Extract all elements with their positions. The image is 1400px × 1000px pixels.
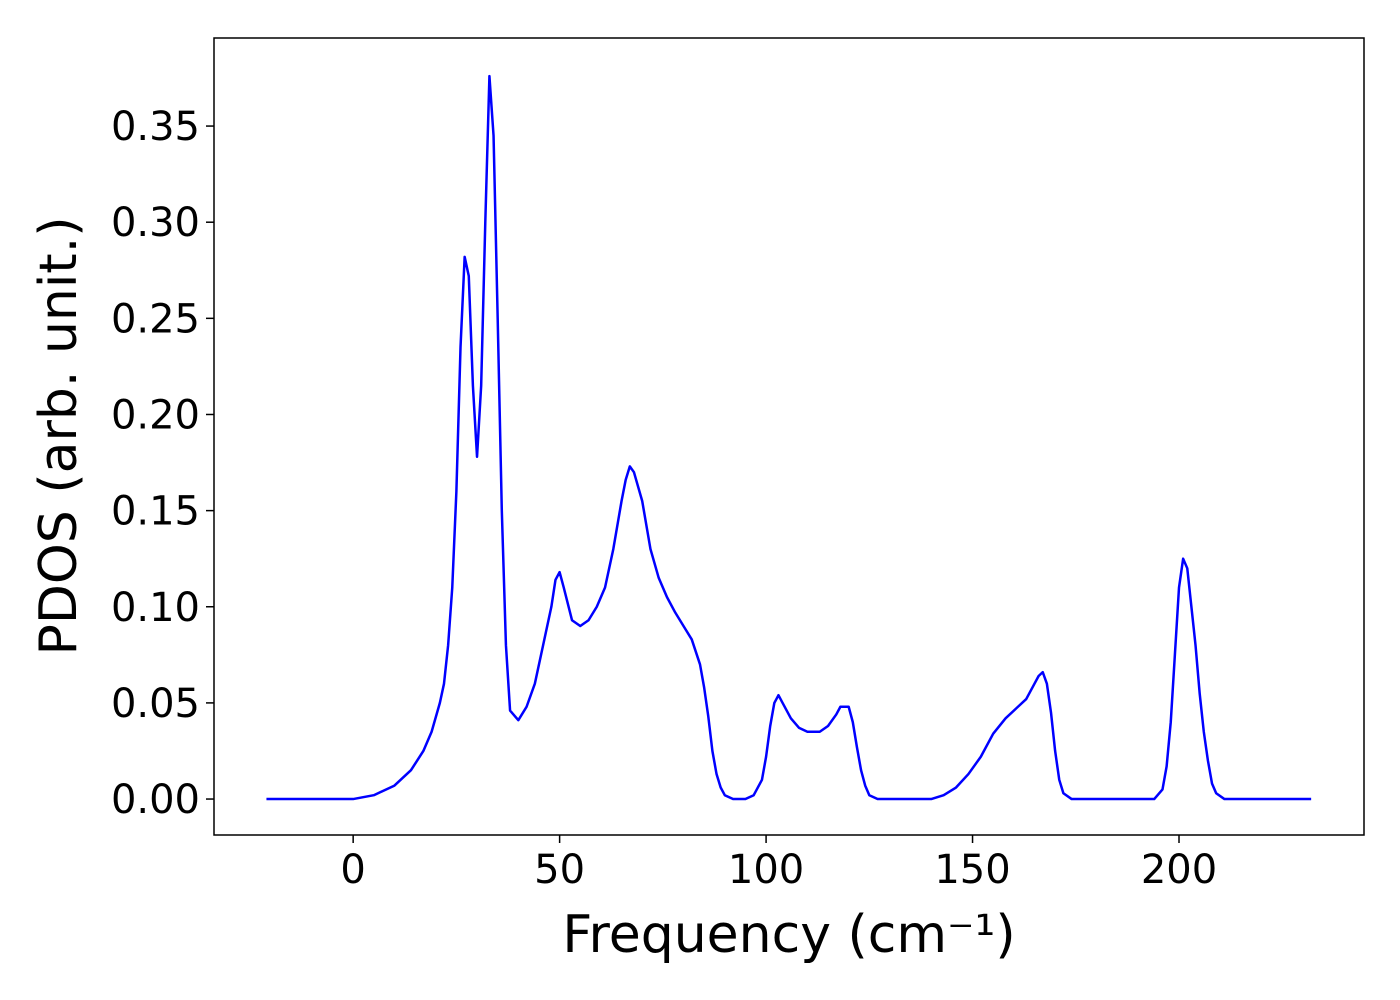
y-tick-label: 0.30 [111,200,200,246]
y-tick-label: 0.25 [111,296,200,342]
y-tick-label: 0.10 [111,585,200,631]
line [266,74,1312,801]
y-tick-label: 0.05 [111,681,200,727]
y-axis-label: PDOS (arb. unit.) [29,216,89,655]
x-tick-label: 100 [728,847,804,893]
y-tick-label: 0.20 [111,392,200,438]
y-tick-label: 0.00 [111,777,200,823]
x-tick-label: 50 [534,847,585,893]
y-tick-label: 0.35 [111,104,200,150]
x-tick-label: 150 [934,847,1010,893]
plot-frame [213,37,1365,836]
y-tick-label: 0.15 [111,489,200,535]
x-tick-label: 200 [1141,847,1217,893]
x-axis-label: Frequency (cm⁻¹) [562,905,1015,965]
x-tick-label: 0 [340,847,365,893]
